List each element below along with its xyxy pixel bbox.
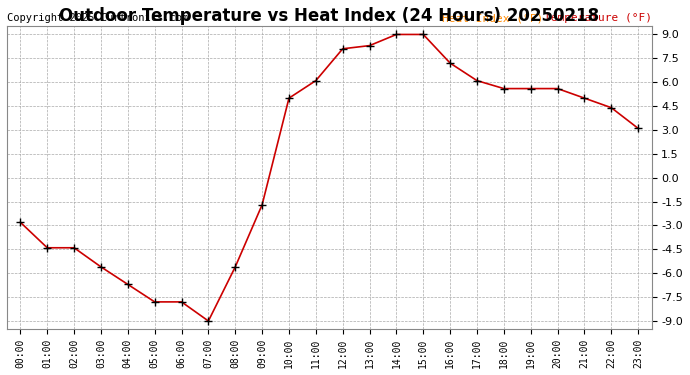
- Text: Temperature (°F): Temperature (°F): [544, 13, 651, 24]
- Text: Copyright 2025 Curtronics.com: Copyright 2025 Curtronics.com: [7, 13, 188, 24]
- Title: Outdoor Temperature vs Heat Index (24 Hours) 20250218: Outdoor Temperature vs Heat Index (24 Ho…: [59, 7, 600, 25]
- Text: Heat Index (°F): Heat Index (°F): [442, 13, 544, 24]
